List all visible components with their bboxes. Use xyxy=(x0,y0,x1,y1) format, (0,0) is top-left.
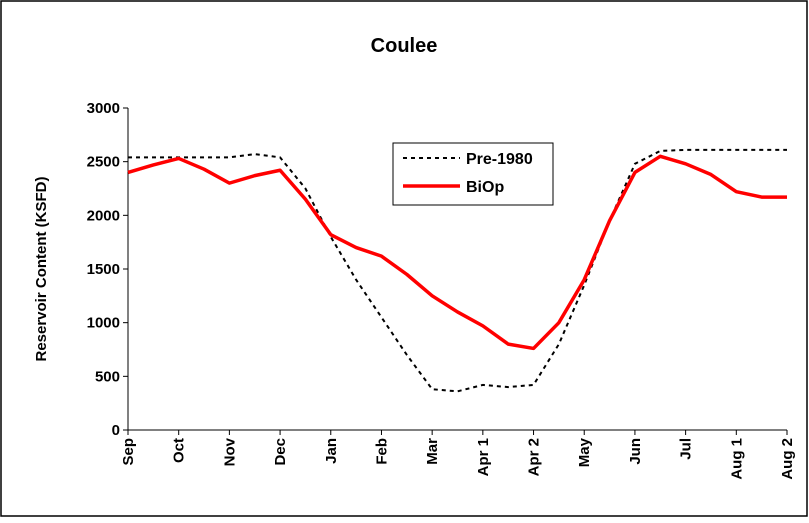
y-tick-label: 1500 xyxy=(87,261,120,278)
y-axis-label: Reservoir Content (KSFD) xyxy=(33,176,50,361)
y-tick-label: 500 xyxy=(95,368,120,385)
y-tick-label: 0 xyxy=(112,422,120,439)
x-tick-label: Apr 2 xyxy=(526,438,543,476)
x-tick-label: Sep xyxy=(120,438,137,466)
x-tick-label: Dec xyxy=(272,438,289,466)
legend-box xyxy=(392,142,554,206)
y-tick-label: 1000 xyxy=(87,315,120,332)
x-tick-label: Aug 2 xyxy=(779,438,796,480)
x-tick-label: Feb xyxy=(373,438,390,465)
x-tick-label: Mar xyxy=(424,438,441,465)
legend-label: BiOp xyxy=(466,179,504,196)
x-tick-label: Apr 1 xyxy=(475,438,492,476)
x-tick-label: Jul xyxy=(678,438,695,460)
x-tick-label: Jun xyxy=(627,438,644,465)
y-tick-label: 3000 xyxy=(87,100,120,117)
y-tick-label: 2000 xyxy=(87,207,120,224)
x-tick-label: Jan xyxy=(323,438,340,464)
x-tick-label: Nov xyxy=(221,437,238,466)
x-tick-label: May xyxy=(576,437,593,467)
series-line xyxy=(127,154,787,351)
chart-title: Coulee xyxy=(371,35,438,57)
legend-label: Pre-1980 xyxy=(466,151,533,168)
x-tick-label: Aug 1 xyxy=(728,438,745,480)
x-tick-label: Oct xyxy=(171,438,188,463)
y-tick-label: 2500 xyxy=(87,154,120,171)
